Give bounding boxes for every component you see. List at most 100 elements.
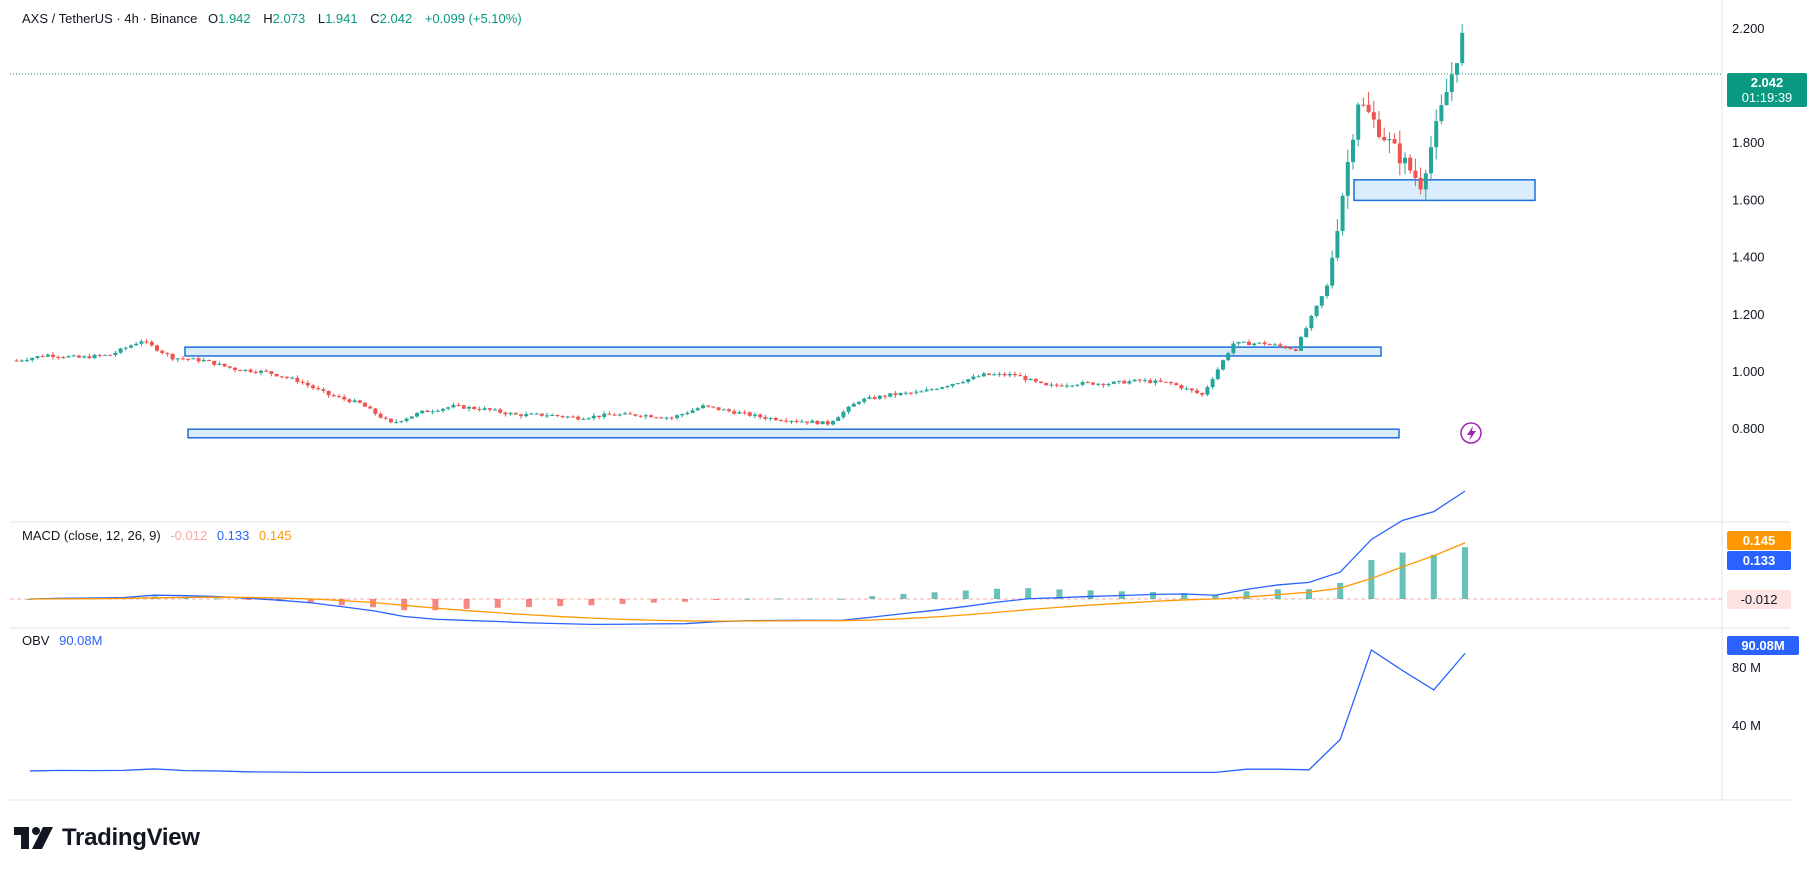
- candle-body: [1158, 380, 1163, 382]
- candle-body: [1184, 388, 1189, 390]
- candle-body: [1434, 121, 1439, 148]
- candle-body: [872, 397, 877, 399]
- candle-body: [399, 421, 404, 423]
- candle-body: [1007, 373, 1012, 376]
- candle-body: [1247, 341, 1251, 346]
- candle-body: [201, 360, 206, 362]
- candle-body: [831, 420, 835, 425]
- candle-body: [883, 395, 887, 397]
- time-tick-label: 17: [366, 808, 380, 810]
- candle-body: [1429, 147, 1433, 174]
- candle-body: [248, 369, 253, 372]
- close-label: C: [370, 11, 380, 26]
- obv-tick-label: 80 M: [1732, 660, 1761, 675]
- candle-body: [675, 415, 679, 418]
- candle-body: [815, 420, 820, 425]
- candle-body: [290, 377, 295, 379]
- macd-histogram-bar: [1243, 591, 1250, 599]
- macd-histogram-bar: [869, 596, 876, 599]
- chart-area[interactable]: 2.200 1.800 1.600 1.400 1.200 1.000 0.800 7 9 11 1…: [0, 0, 1818, 823]
- candle-body: [976, 376, 981, 378]
- price-tick-label: 1.000: [1732, 364, 1765, 379]
- candle-body: [342, 396, 347, 400]
- candle-body: [45, 354, 50, 357]
- macd-histogram-bar: [463, 599, 470, 609]
- candle-body: [1387, 139, 1392, 141]
- macd-title: MACD (close, 12, 26, 9): [22, 528, 161, 543]
- time-tick-label: 15: [303, 808, 317, 810]
- macd-hist-tag: -0.012: [1727, 590, 1791, 609]
- candle-body: [295, 377, 300, 382]
- candle-body: [623, 413, 627, 415]
- candle-body: [550, 414, 555, 416]
- candle-body: [51, 354, 55, 357]
- time-tick-label: 7: [57, 808, 64, 810]
- candle-body: [300, 381, 305, 383]
- obv-legend: OBV 90.08M: [22, 633, 102, 648]
- candle-body: [971, 376, 976, 380]
- candle-body: [836, 417, 841, 421]
- candle-body: [311, 385, 315, 389]
- time-tick-label: 19: [428, 808, 442, 810]
- candle-body: [347, 399, 352, 403]
- candle-body: [441, 408, 445, 411]
- obv-tick-label: 40 M: [1732, 718, 1761, 733]
- candle-body: [1278, 344, 1283, 347]
- time-tick-label: 29: [740, 808, 754, 810]
- candle-body: [144, 341, 149, 343]
- candle-body: [612, 414, 617, 416]
- close-value: 2.042: [379, 11, 413, 26]
- macd-line-value: 0.133: [216, 528, 250, 543]
- candle-body: [92, 354, 97, 359]
- candle-body: [316, 388, 321, 390]
- candle-body: [1117, 380, 1121, 382]
- candle-body: [1106, 383, 1111, 386]
- candle-body: [1096, 383, 1101, 385]
- candle-body: [357, 400, 362, 403]
- macd-histogram-bar: [26, 599, 33, 600]
- candle-body: [1252, 343, 1257, 346]
- candle-body: [493, 409, 497, 411]
- time-tick-label: 15: [1239, 808, 1253, 810]
- bar-countdown: 01:19:39: [1741, 90, 1793, 105]
- candle-body: [565, 416, 570, 418]
- candle-body: [1397, 143, 1402, 164]
- candle-body: [524, 414, 529, 417]
- candle-body: [721, 409, 726, 411]
- candle-body: [602, 413, 607, 417]
- macd-histogram-bar: [775, 598, 782, 600]
- candle-body: [1423, 173, 1428, 190]
- candle-body: [789, 421, 794, 423]
- open-value: 1.942: [218, 11, 251, 26]
- candle-body: [966, 379, 971, 382]
- macd-histogram-bar: [838, 598, 844, 600]
- low-label: L: [317, 11, 326, 26]
- candle-body: [477, 408, 482, 410]
- candle-body: [617, 414, 622, 416]
- candle-body: [1304, 328, 1309, 338]
- chart-svg[interactable]: 2.200 1.800 1.600 1.400 1.200 1.000 0.800 7 9 11 1…: [0, 0, 1818, 823]
- candle-body: [732, 411, 737, 414]
- candle-body: [1174, 383, 1179, 386]
- candle-body: [191, 358, 196, 360]
- candle-body: [196, 358, 201, 362]
- macd-histogram-bar: [1430, 554, 1437, 599]
- candle-body: [61, 357, 66, 359]
- candle-body: [326, 390, 331, 396]
- time-tick-label: 23: [553, 808, 567, 810]
- candle-body: [825, 421, 830, 425]
- candle-body: [560, 415, 565, 417]
- candle-body: [227, 366, 232, 368]
- candle-body: [633, 414, 638, 416]
- macd-histogram-bar: [214, 598, 220, 600]
- last-price-tag: 2.042 01:19:39: [1727, 73, 1807, 107]
- macd-histogram-bar: [494, 599, 501, 608]
- candle-body: [846, 406, 851, 412]
- candle-body: [82, 356, 87, 358]
- macd-histogram-bar: [806, 598, 813, 600]
- tradingview-logo[interactable]: TradingView: [14, 824, 200, 852]
- macd-histogram-bar: [900, 593, 907, 599]
- price-tick-label: 1.200: [1732, 307, 1765, 322]
- macd-histogram-bar: [245, 599, 252, 600]
- symbol-title: AXS / TetherUS · 4h · Binance: [22, 11, 198, 26]
